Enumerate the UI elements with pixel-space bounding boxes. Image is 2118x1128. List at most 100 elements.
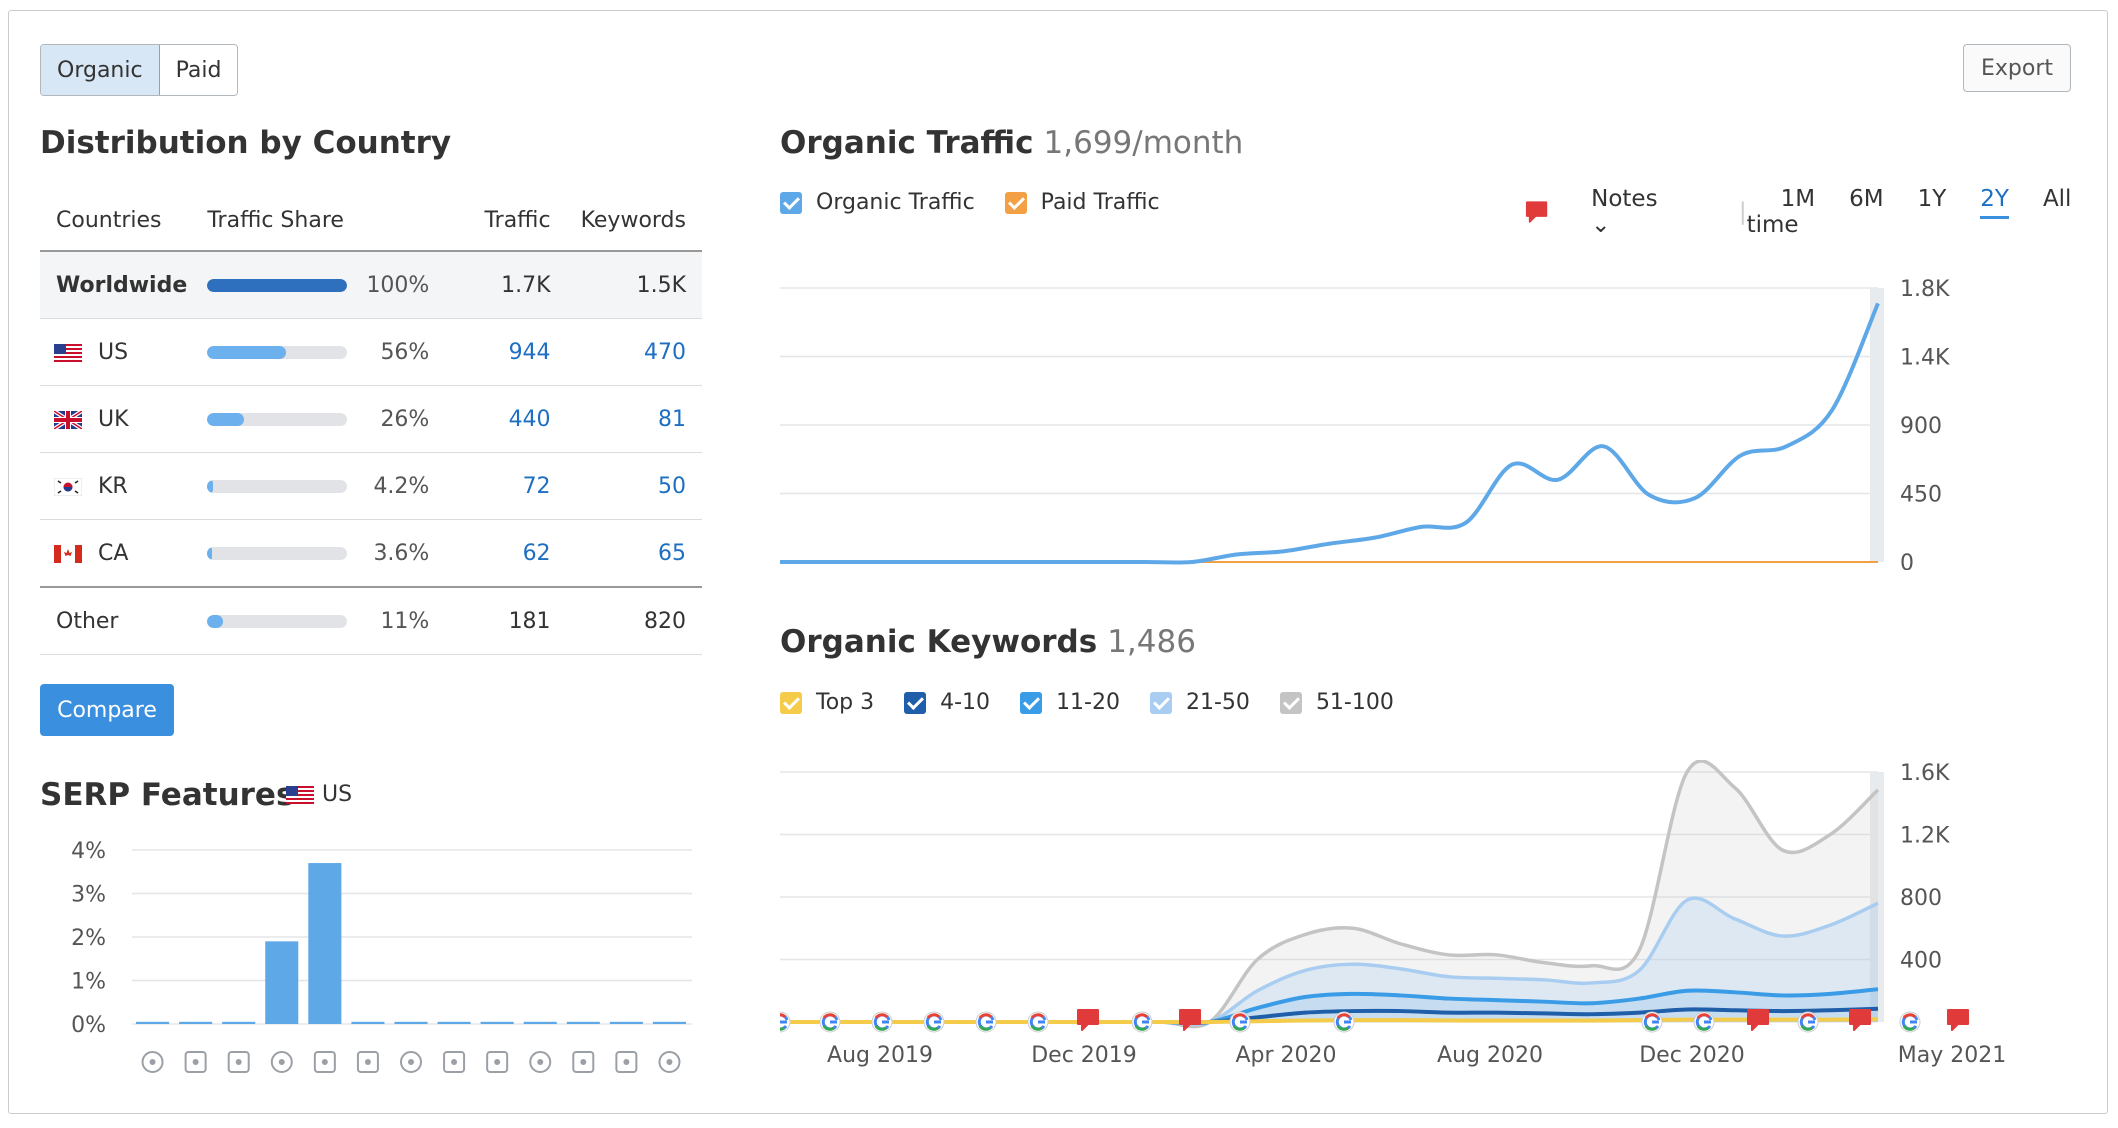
period-all-time[interactable]: All time	[1746, 186, 2072, 238]
google-update-icon[interactable]	[1027, 1011, 1049, 1033]
period-6m[interactable]: 6M	[1849, 186, 1884, 212]
google-update-icon[interactable]	[923, 1011, 945, 1033]
period-2y[interactable]: 2Y	[1980, 186, 2009, 219]
ca-flag-icon	[54, 544, 82, 563]
organic-traffic-header: Organic Traffic 1,699/month	[780, 125, 1243, 161]
checkbox-icon	[1279, 691, 1302, 714]
reviews-icon[interactable]	[227, 1051, 250, 1073]
traffic-value[interactable]: 72	[448, 452, 581, 520]
legend-paid-traffic[interactable]: Paid Traffic	[1004, 190, 1160, 215]
keywords-value: 820	[580, 586, 702, 655]
google-update-icon[interactable]	[819, 1011, 841, 1033]
image-icon[interactable]	[270, 1051, 293, 1073]
image-pack-icon[interactable]	[529, 1051, 552, 1073]
share-bar-fill	[207, 615, 223, 628]
google-update-icon[interactable]	[871, 1011, 893, 1033]
note-marker-icon[interactable]	[1077, 1009, 1099, 1031]
serp-bar-reviews	[222, 1021, 256, 1024]
serp-country[interactable]: US	[286, 782, 352, 807]
y-tick-label: 1.4K	[1900, 346, 1950, 371]
country-name: US	[98, 339, 129, 365]
google-update-icon[interactable]	[1797, 1011, 1819, 1033]
period-1m[interactable]: 1M	[1780, 186, 1816, 212]
note-marker-icon[interactable]	[1747, 1009, 1769, 1031]
people-also-ask-icon[interactable]	[658, 1051, 681, 1073]
country-row-kr[interactable]: KR 4.2% 72 50	[40, 452, 702, 520]
legend-21-50[interactable]: 21-50	[1150, 690, 1250, 715]
carousel-icon[interactable]	[572, 1051, 595, 1073]
traffic-value[interactable]: 62	[448, 519, 581, 588]
chevron-down-icon: ⌄	[1591, 212, 1611, 238]
google-update-icon[interactable]	[1333, 1011, 1355, 1033]
y-tick-label: 1.8K	[1900, 277, 1950, 302]
google-update-icon[interactable]	[1693, 1011, 1715, 1033]
share-bar-fill	[207, 480, 214, 493]
col-keywords: Keywords	[580, 190, 702, 252]
video-icon[interactable]	[400, 1051, 422, 1073]
period-1y[interactable]: 1Y	[1917, 186, 1947, 212]
legend-organic-traffic[interactable]: Organic Traffic	[780, 190, 975, 215]
y-tick-label: 1.6K	[1900, 761, 1950, 786]
google-update-icon[interactable]	[1641, 1011, 1663, 1033]
google-update-icon[interactable]	[780, 1011, 791, 1033]
legend-51-100[interactable]: 51-100	[1279, 690, 1394, 715]
country-name: Other	[56, 608, 119, 634]
legend-4-10[interactable]: 4-10	[904, 690, 990, 715]
organic-tab[interactable]: Organic	[41, 45, 160, 95]
country-cell: Other	[40, 586, 208, 655]
traffic-value[interactable]: 944	[448, 318, 581, 386]
serp-bar-video-carousel	[437, 1021, 471, 1024]
y-tick-label: 3%	[71, 883, 106, 908]
legend-top-3[interactable]: Top 3	[780, 690, 874, 715]
share-cell: 56%	[207, 318, 449, 386]
share-value: 3.6%	[373, 540, 430, 566]
checkbox-icon	[780, 691, 802, 714]
share-value: 56%	[380, 339, 430, 365]
col-traffic-share: Traffic Share	[207, 190, 449, 252]
us-flag-icon	[54, 343, 82, 362]
serp-bar-people-also-ask	[652, 1021, 686, 1024]
keywords-value[interactable]: 50	[580, 452, 702, 520]
google-update-icon[interactable]	[1131, 1011, 1153, 1033]
paid-tab[interactable]: Paid	[159, 45, 238, 95]
legend-label: 4-10	[940, 690, 991, 715]
serp-bar-star	[351, 1021, 385, 1024]
legend-11-20[interactable]: 11-20	[1020, 690, 1120, 715]
featured-snippet-icon[interactable]	[141, 1051, 164, 1073]
country-row-us[interactable]: US 56% 944 470	[40, 318, 702, 386]
note-marker-icon[interactable]	[1179, 1009, 1201, 1031]
top-stories-icon[interactable]	[486, 1051, 509, 1073]
traffic-type-toggle: Organic Paid	[40, 44, 239, 96]
note-marker-icon[interactable]	[1947, 1009, 1969, 1031]
country-cell: US	[40, 318, 208, 386]
keywords-value[interactable]: 65	[580, 519, 702, 588]
keywords-value[interactable]: 470	[580, 318, 702, 386]
video-carousel-icon[interactable]	[443, 1051, 466, 1073]
checkbox-icon	[1004, 191, 1027, 214]
country-row-uk[interactable]: UK 26% 440 81	[40, 385, 702, 453]
y-tick-label: 2%	[71, 926, 106, 951]
serp-bar-image-pack	[523, 1021, 557, 1024]
google-update-icon[interactable]	[1899, 1011, 1921, 1033]
country-name: Worldwide	[56, 272, 188, 298]
uk-flag-icon	[54, 410, 82, 429]
export-button[interactable]: Export	[1963, 44, 2071, 92]
local-pack-icon[interactable]	[184, 1051, 207, 1073]
serp-features-chart: 0% 1% 2% 3% 4%	[71, 839, 692, 1073]
compare-button[interactable]: Compare	[40, 684, 174, 736]
sitelinks-icon[interactable]	[313, 1051, 336, 1073]
country-cell: Worldwide	[40, 251, 208, 319]
notes-dropdown[interactable]: Notes ⌄	[1557, 186, 1713, 238]
note-marker-icon[interactable]	[1849, 1009, 1871, 1031]
keywords-legend: Top 3 4-10 11-20 21-50 51-100	[780, 690, 1424, 715]
country-row-ca[interactable]: CA 3.6% 62 65	[40, 519, 702, 588]
traffic-value[interactable]: 440	[448, 385, 581, 453]
star-icon[interactable]	[356, 1051, 379, 1073]
google-update-icon[interactable]	[1229, 1011, 1251, 1033]
faq-icon[interactable]	[615, 1051, 638, 1073]
keywords-value[interactable]: 81	[580, 385, 702, 453]
share-bar	[207, 547, 348, 560]
google-update-icon[interactable]	[975, 1011, 997, 1033]
